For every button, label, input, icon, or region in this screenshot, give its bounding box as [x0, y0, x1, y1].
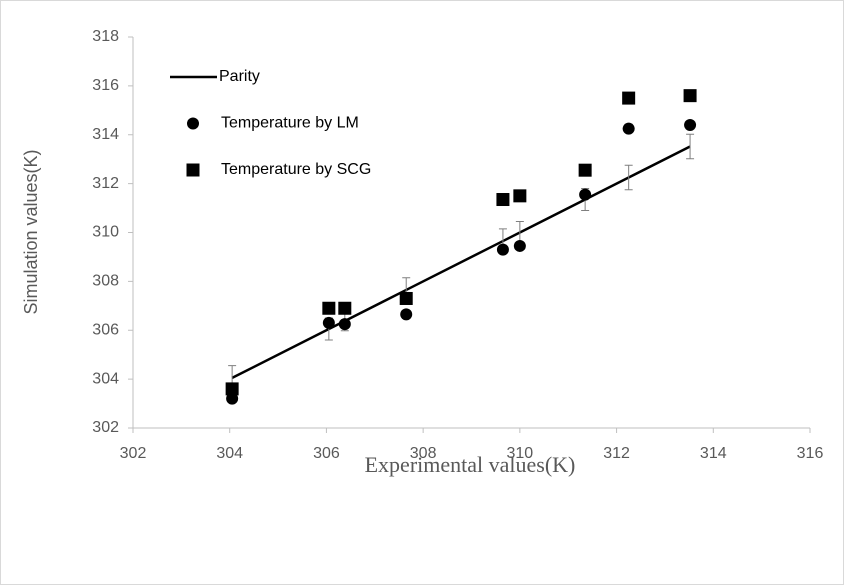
- error-bar: [624, 164, 633, 191]
- scg-point: [578, 163, 592, 177]
- lm-point: [513, 239, 526, 252]
- x-tick-label: 310: [507, 445, 534, 462]
- scg-point: [496, 193, 510, 207]
- error-bar: [686, 133, 695, 160]
- y-tick-label: 310: [92, 224, 119, 241]
- lm-point: [622, 122, 635, 135]
- y-tick-label: 316: [92, 77, 119, 94]
- lm-point: [338, 318, 351, 331]
- lm-point: [226, 392, 239, 405]
- y-tick-label: 304: [92, 370, 119, 387]
- x-tick-label: 316: [797, 445, 824, 462]
- x-axis-label: Experimental values(K): [365, 452, 576, 477]
- x-tick-label: 304: [216, 445, 243, 462]
- x-tick-label: 314: [700, 445, 727, 462]
- y-tick-label: 302: [92, 419, 119, 436]
- scg-point: [338, 301, 352, 315]
- legend-label: Temperature by LM: [221, 115, 359, 132]
- lm-point: [322, 316, 335, 329]
- y-tick-label: 312: [92, 175, 119, 192]
- y-tick-label: 314: [92, 126, 119, 143]
- scg-point: [622, 91, 636, 105]
- legend-label: Parity: [219, 68, 260, 85]
- y-tick-label: 306: [92, 321, 119, 338]
- lm-point: [496, 243, 509, 256]
- y-axis-label: Simulation values(K): [21, 149, 41, 314]
- legend-circle: [187, 117, 199, 130]
- y-tick-label: 308: [92, 273, 119, 290]
- x-tick-label: 302: [120, 445, 147, 462]
- scg-point: [513, 189, 527, 203]
- legend-square: [186, 163, 200, 177]
- scg-point: [225, 382, 239, 396]
- lm-point: [684, 118, 697, 131]
- scg-point: [399, 291, 413, 305]
- scg-point: [322, 301, 336, 315]
- scg-point: [683, 89, 697, 103]
- x-tick-label: 306: [313, 445, 340, 462]
- lm-point: [579, 188, 592, 201]
- y-tick-label: 318: [92, 28, 119, 45]
- legend-label: Temperature by SCG: [221, 161, 371, 178]
- x-tick-label: 308: [410, 445, 437, 462]
- lm-point: [400, 308, 413, 321]
- x-tick-label: 312: [603, 445, 630, 462]
